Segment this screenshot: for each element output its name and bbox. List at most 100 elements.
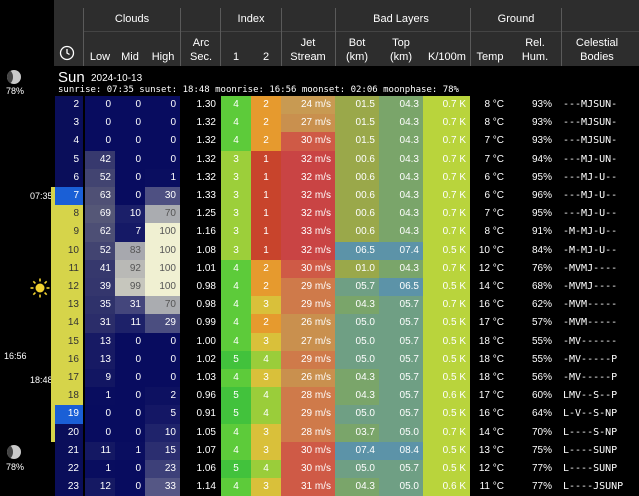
arc-sec-cell: 1.32 [196, 153, 216, 165]
group-clouds: Clouds [114, 13, 150, 25]
hour-cell: 15 [55, 332, 83, 351]
bad-layer-bottom-cell: 05.7 [335, 278, 379, 297]
hour-cell: 12 [55, 278, 83, 297]
col-jet-2: Stream [290, 51, 326, 63]
cloud-mid-cell: 0 [115, 150, 145, 169]
cloud-high-cell: 0 [145, 114, 180, 133]
bad-layer-bottom-cell: 00.6 [335, 150, 379, 169]
arc-sec-cell: 0.91 [196, 408, 216, 420]
bad-layer-bottom-cell: 01.5 [335, 96, 379, 115]
bad-layer-bottom-cell: 05.0 [335, 314, 379, 333]
temperature-cell: 16 °C [478, 408, 504, 420]
cloud-high-cell: 0 [145, 132, 180, 151]
col-low: Low [89, 51, 111, 63]
cloud-low-cell: 69 [85, 205, 115, 224]
jet-stream-cell: 32 m/s [281, 241, 335, 260]
day-name: Sun [58, 69, 85, 86]
index-1-cell: 5 [221, 387, 251, 406]
index-1-cell: 4 [221, 332, 251, 351]
bad-layer-top-cell: 05.7 [379, 387, 423, 406]
celestial-cell: ---MJSUN- [563, 99, 618, 110]
index-2-cell: 2 [251, 259, 281, 278]
cloud-mid-cell: 0 [115, 460, 145, 479]
cloud-low-cell: 39 [85, 278, 115, 297]
index-1-cell: 5 [221, 460, 251, 479]
bad-layer-top-cell: 05.0 [379, 423, 423, 442]
humidity-cell: 93% [531, 99, 552, 110]
cloud-low-cell: 52 [85, 241, 115, 260]
bad-layer-top-cell: 08.4 [379, 441, 423, 460]
index-1-cell: 4 [221, 423, 251, 442]
bad-layer-top-cell: 04.3 [379, 114, 423, 133]
celestial-cell: -MVMJ---- [563, 262, 618, 274]
index-1-cell: 4 [221, 441, 251, 460]
humidity-cell: 55% [531, 335, 552, 347]
celestial-cell: -M-MJ-U-- [563, 244, 618, 256]
celestial-cell: -M-MJ-U-- [563, 226, 618, 238]
arc-sec-cell: 1.16 [196, 226, 216, 238]
jet-stream-cell: 32 m/s [281, 187, 335, 206]
header-separator [83, 8, 84, 66]
hour-cell: 5 [55, 150, 83, 169]
celestial-cell: ---MJ-U-- [563, 171, 618, 183]
index-1-cell: 4 [221, 314, 251, 333]
arc-sec-cell: 1.14 [196, 481, 216, 493]
bad-layer-top-cell: 05.7 [379, 350, 423, 369]
cloud-high-cell: 15 [145, 441, 180, 460]
moon-icon [7, 445, 21, 459]
k-per-100m-cell: 0.7 K [423, 168, 470, 187]
index-2-cell: 2 [251, 114, 281, 133]
hour-cell: 2 [55, 96, 83, 115]
index-2-cell: 2 [251, 278, 281, 297]
index-2-cell: 1 [251, 205, 281, 224]
index-1-cell: 3 [221, 205, 251, 224]
index-1-cell: 5 [221, 350, 251, 369]
bad-layer-bottom-cell: 01.5 [335, 114, 379, 133]
humidity-cell: 76% [531, 262, 552, 274]
hour-cell: 19 [55, 405, 83, 424]
col-hum-1: Rel. [525, 37, 545, 49]
index-2-cell: 3 [251, 332, 281, 351]
humidity-cell: 77% [531, 481, 552, 493]
col-mid: Mid [121, 51, 139, 63]
hour-cell: 22 [55, 460, 83, 479]
index-1-cell: 3 [221, 241, 251, 260]
hour-cell: 11 [55, 259, 83, 278]
bad-layer-bottom-cell: 05.0 [335, 332, 379, 351]
index-2-cell: 3 [251, 441, 281, 460]
temperature-cell: 18 °C [478, 372, 504, 383]
jet-stream-cell: 30 m/s [281, 441, 335, 460]
bad-layer-bottom-cell: 01.5 [335, 132, 379, 151]
hour-cell: 6 [55, 168, 83, 187]
temperature-cell: 8 °C [484, 226, 504, 238]
index-1-cell: 4 [221, 478, 251, 496]
celestial-cell: ---MJ-U-- [563, 208, 618, 220]
celestial-cell: -MVM----- [563, 299, 618, 311]
temperature-cell: 12 °C [478, 262, 504, 274]
index-1-cell: 4 [221, 296, 251, 315]
hour-cell: 10 [55, 241, 83, 260]
jet-stream-cell: 29 m/s [281, 296, 335, 315]
humidity-cell: 95% [531, 171, 552, 183]
cloud-high-cell: 29 [145, 314, 180, 333]
bad-layer-top-cell: 05.0 [379, 478, 423, 496]
k-per-100m-cell: 0.7 K [423, 187, 470, 206]
k-per-100m-cell: 0.7 K [423, 96, 470, 115]
bad-layer-bottom-cell: 00.6 [335, 205, 379, 224]
arc-sec-cell: 1.30 [196, 99, 216, 110]
cloud-low-cell: 0 [85, 114, 115, 133]
celestial-cell: L----S-NP [563, 426, 618, 438]
humidity-cell: 70% [531, 426, 552, 438]
col-k: K/100m [428, 51, 466, 63]
header-separator [180, 8, 181, 66]
celestial-cell: ---MJSUN- [563, 135, 618, 147]
cloud-mid-cell: 0 [115, 168, 145, 187]
celestial-cell: -MV-----P [563, 372, 618, 383]
cloud-mid-cell: 83 [115, 241, 145, 260]
arc-sec-cell: 1.33 [196, 190, 216, 201]
celestial-cell: L----SUNP [563, 444, 618, 456]
humidity-cell: 68% [531, 281, 552, 292]
jet-stream-cell: 28 m/s [281, 387, 335, 406]
bad-layer-top-cell: 05.7 [379, 405, 423, 424]
bad-layer-bottom-cell: 05.0 [335, 460, 379, 479]
